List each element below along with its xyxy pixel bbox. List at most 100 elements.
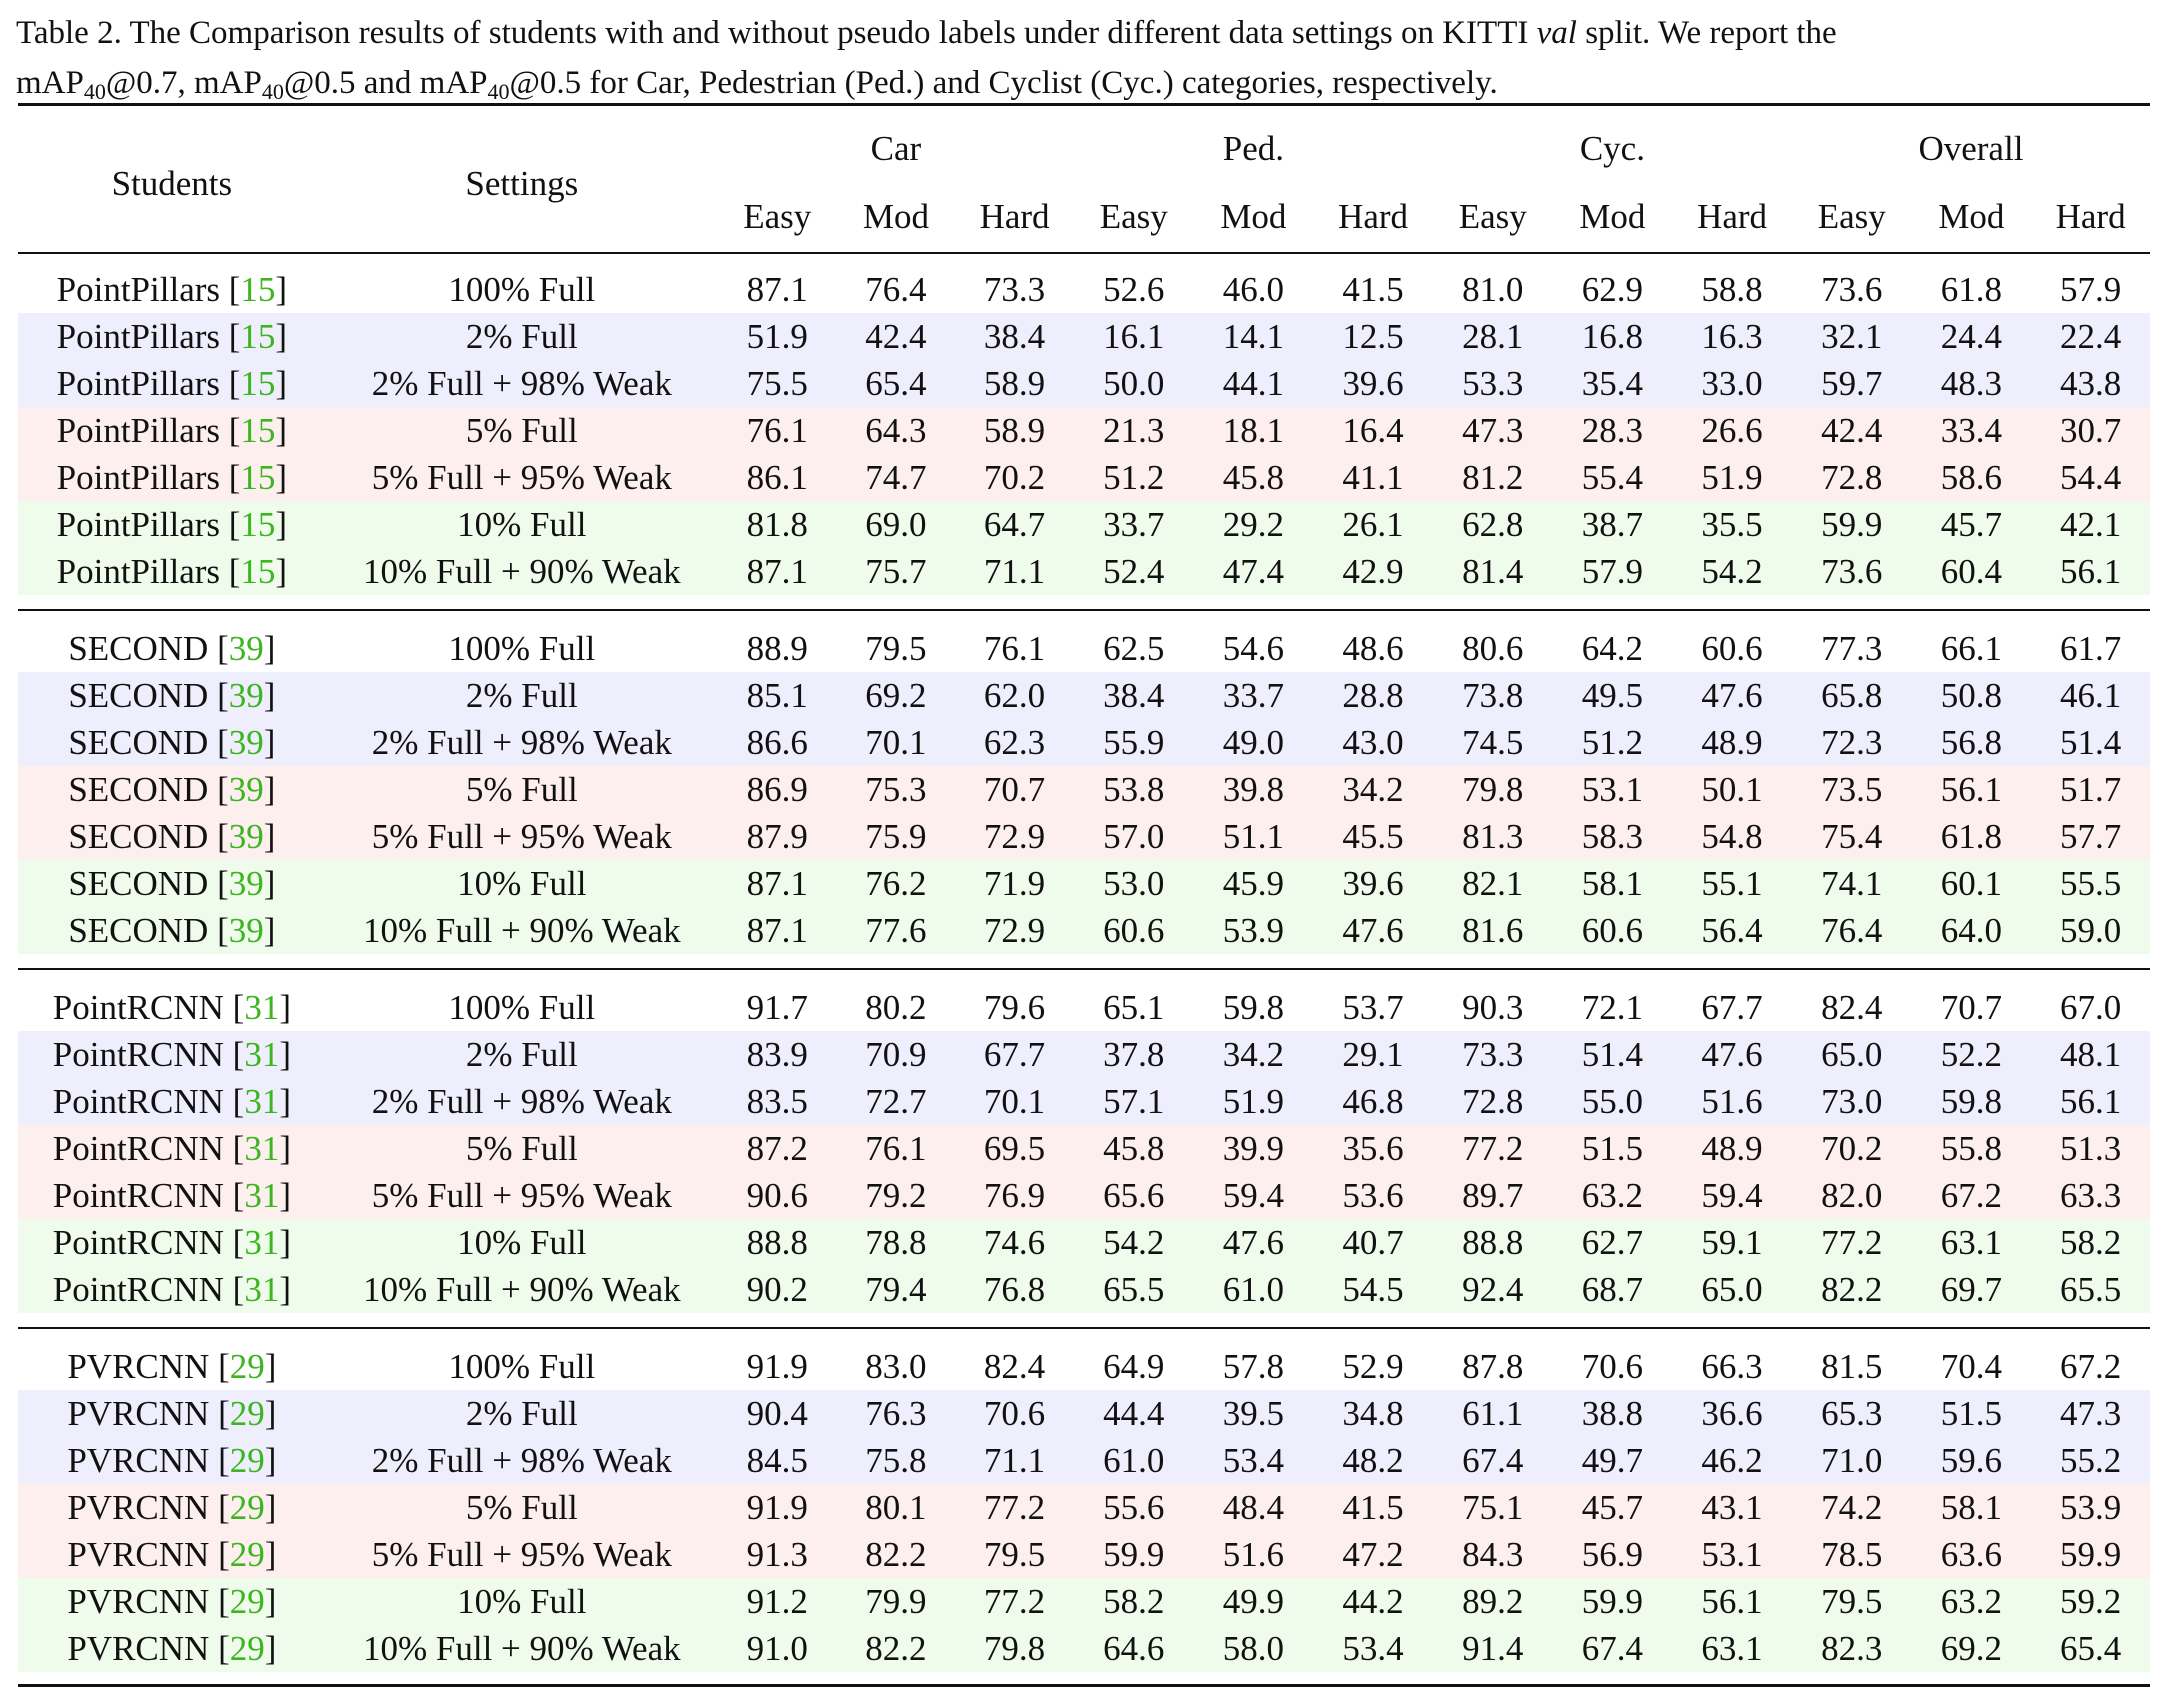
value-cell: 61.7 xyxy=(2059,628,2122,668)
value-cell: 71.9 xyxy=(955,860,1074,907)
value-cell: 57.9 xyxy=(1552,548,1673,595)
difficulty-header: Easy xyxy=(1817,197,1886,236)
citation-link[interactable]: 29 xyxy=(229,1581,265,1621)
ref-bracket: [ xyxy=(223,1175,245,1215)
student-name: SECOND xyxy=(68,816,209,856)
citation-link[interactable]: 31 xyxy=(244,1128,280,1168)
value-cell: 76.1 xyxy=(836,1125,956,1172)
citation-link[interactable]: 15 xyxy=(240,269,276,309)
value-cell: 44.1 xyxy=(1193,360,1314,407)
citation-link[interactable]: 29 xyxy=(229,1487,265,1527)
ref-bracket: ] xyxy=(264,1628,277,1668)
ref-bracket: [ xyxy=(208,863,229,903)
value-cell: 63.3 xyxy=(2031,1172,2150,1219)
citation-link[interactable]: 39 xyxy=(228,628,264,668)
top-rule xyxy=(18,103,2150,106)
ref-bracket: [ xyxy=(208,769,229,809)
student-name: SECOND xyxy=(68,722,209,762)
value-cell: 35.5 xyxy=(1672,501,1792,548)
setting-cell: 2% Full + 98% Weak xyxy=(325,360,718,407)
student-name: SECOND xyxy=(68,910,209,950)
citation-link[interactable]: 29 xyxy=(229,1346,265,1386)
citation-link[interactable]: 39 xyxy=(228,816,264,856)
citation-link[interactable]: 15 xyxy=(240,410,276,450)
ref-bracket: ] xyxy=(279,1034,291,1074)
value-cell: 79.2 xyxy=(836,1172,956,1219)
citation-link[interactable]: 15 xyxy=(240,316,276,356)
setting-cell: 100% Full xyxy=(448,628,596,668)
value-cell: 73.0 xyxy=(1791,1078,1912,1125)
citation-link[interactable]: 31 xyxy=(244,987,280,1027)
student-cell: PointPillars [15] xyxy=(18,360,326,407)
value-cell: 60.6 xyxy=(1701,628,1763,668)
citation-link[interactable]: 31 xyxy=(244,1269,280,1309)
value-cell: 49.0 xyxy=(1193,719,1314,766)
value-cell: 45.8 xyxy=(1193,454,1314,501)
ref-bracket: ] xyxy=(263,769,276,809)
value-cell: 73.6 xyxy=(1821,269,1883,309)
value-cell: 61.0 xyxy=(1073,1437,1194,1484)
setting-cell: 2% Full + 98% Weak xyxy=(325,1437,718,1484)
citation-link[interactable]: 15 xyxy=(240,504,276,544)
citation-link[interactable]: 39 xyxy=(228,910,264,950)
citation-link[interactable]: 29 xyxy=(229,1534,265,1574)
citation-link[interactable]: 31 xyxy=(244,1081,280,1121)
ref-bracket: [ xyxy=(223,1081,245,1121)
setting-cell: 10% Full xyxy=(325,860,718,907)
citation-link[interactable]: 39 xyxy=(228,675,264,715)
value-cell: 18.1 xyxy=(1193,407,1314,454)
setting-cell: 5% Full + 95% Weak xyxy=(325,454,718,501)
value-cell: 81.4 xyxy=(1432,548,1553,595)
table-row: PointRCNN [31] 5% Full 87.2 76.1 69.5 45.8 39.… xyxy=(18,1125,2150,1172)
student-cell: PointRCNN [31] xyxy=(18,1172,326,1219)
value-cell: 48.1 xyxy=(2031,1031,2150,1078)
setting-cell: 5% Full + 95% Weak xyxy=(325,1531,718,1578)
value-cell: 63.1 xyxy=(1672,1625,1792,1672)
difficulty-header-row: Easy Mod Hard Easy Mod Hard Easy Mod Hard Easy Mod… xyxy=(18,182,2150,253)
value-cell: 42.9 xyxy=(1313,548,1433,595)
value-cell: 87.9 xyxy=(717,813,837,860)
difficulty-header: Hard xyxy=(1697,197,1768,236)
value-cell: 55.4 xyxy=(1552,454,1673,501)
value-cell: 61.1 xyxy=(1432,1390,1553,1437)
group-gap-row xyxy=(18,954,2150,969)
ref-bracket: [ xyxy=(223,1034,245,1074)
value-cell: 86.9 xyxy=(717,766,837,813)
difficulty-header: Hard xyxy=(979,197,1050,236)
citation-link[interactable]: 29 xyxy=(229,1628,265,1668)
citation-link[interactable]: 15 xyxy=(240,551,276,591)
citation-link[interactable]: 31 xyxy=(244,1222,280,1262)
value-cell: 56.1 xyxy=(2031,548,2150,595)
value-cell: 64.3 xyxy=(836,407,956,454)
value-cell: 52.6 xyxy=(1103,269,1165,309)
citation-link[interactable]: 31 xyxy=(244,1175,280,1215)
value-cell: 51.9 xyxy=(717,313,837,360)
citation-link[interactable]: 31 xyxy=(244,1034,280,1074)
citation-link[interactable]: 39 xyxy=(228,863,264,903)
value-cell: 75.8 xyxy=(836,1437,956,1484)
value-cell: 62.7 xyxy=(1552,1219,1673,1266)
ref-bracket: [ xyxy=(209,1487,230,1527)
table-row: SECOND [39] 100% Full 88.9 79.5 76.1 62.5 54.6… xyxy=(18,625,2150,672)
value-cell: 51.7 xyxy=(2031,766,2150,813)
citation-link[interactable]: 29 xyxy=(229,1393,265,1433)
table-row: SECOND [39] 5% Full 86.9 75.3 70.7 53.8 39.8 34… xyxy=(18,766,2150,813)
value-cell: 62.3 xyxy=(955,719,1074,766)
value-cell: 65.8 xyxy=(1791,672,1912,719)
student-cell: PVRCNN [29] xyxy=(18,1531,326,1578)
value-cell: 63.1 xyxy=(1911,1219,2032,1266)
difficulty-header: Mod xyxy=(862,197,929,236)
value-cell: 82.3 xyxy=(1791,1625,1912,1672)
student-cell: PVRCNN [29] xyxy=(18,1484,326,1531)
citation-link[interactable]: 29 xyxy=(229,1440,265,1480)
value-cell: 57.9 xyxy=(2059,269,2122,309)
citation-link[interactable]: 39 xyxy=(228,722,264,762)
value-cell: 60.1 xyxy=(1911,860,2032,907)
student-name: PointPillars xyxy=(56,316,221,356)
ref-bracket: ] xyxy=(263,816,276,856)
value-cell: 65.1 xyxy=(1103,987,1165,1027)
citation-link[interactable]: 39 xyxy=(228,769,264,809)
citation-link[interactable]: 15 xyxy=(240,363,276,403)
value-cell: 59.4 xyxy=(1193,1172,1314,1219)
citation-link[interactable]: 15 xyxy=(240,457,276,497)
